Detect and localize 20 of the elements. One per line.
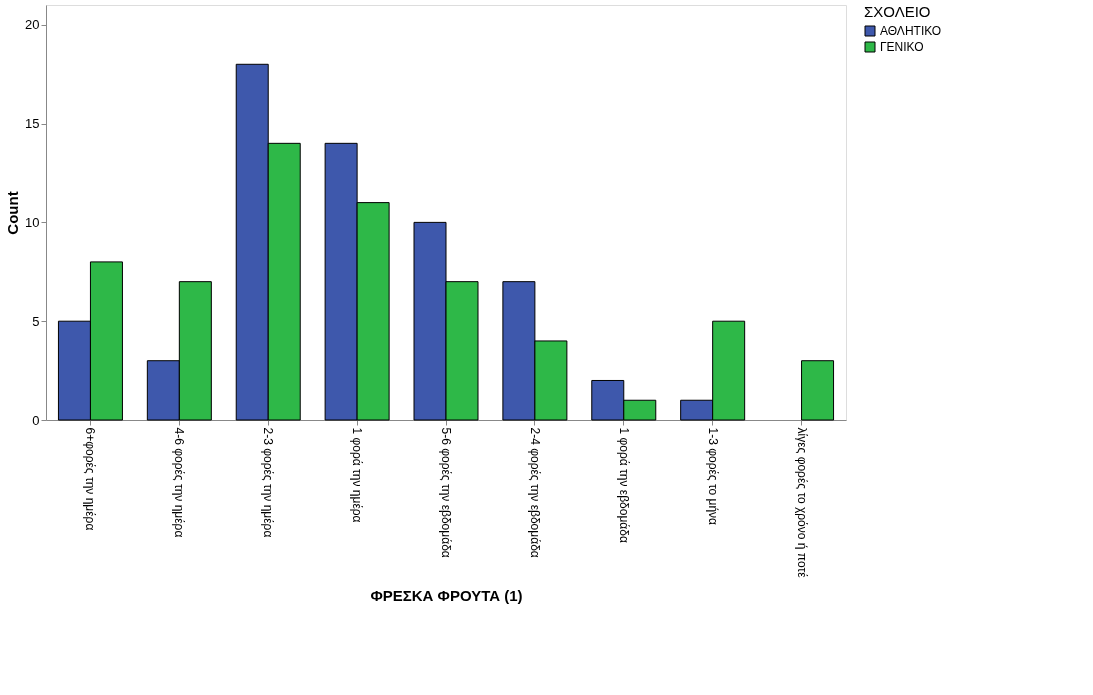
x-axis-title: ΦΡΕΣΚΑ ΦΡΟΥΤΑ (1) [370,587,523,605]
y-axis-title: Count [4,191,22,235]
legend-label: ΓΕΝΙΚΟ [880,40,924,54]
y-tick-label: 15 [25,116,40,132]
x-tick-label: λίγες φορές το χρόνο ή ποτέ [794,427,809,579]
x-tick-label: 4-6 φορές την ημέρα [172,427,187,538]
bar [801,360,835,421]
x-tick-label: 2-4 φορές την εβδομάδα [527,427,542,558]
y-tick-label: 0 [32,412,40,428]
legend-label: ΑΘΛΗΤΙΚΟ [880,24,942,38]
x-tick-label: 1 φορά την ημέρα [350,427,365,523]
x-tick-label: 5-6 φορές την εβδομάδα [439,427,453,558]
legend-title: ΣΧΟΛΕΙΟ [864,3,931,20]
x-tick-label: 1 φορά την εβδομάδα [616,427,631,543]
y-tick-label: 5 [32,313,40,329]
y-tick-label: 20 [25,17,40,33]
y-tick-label: 10 [25,214,40,230]
x-tick-label: 2-3 φορές την ημέρα [261,427,276,538]
x-tick-label: 1-3 φορές το μήνα [705,427,720,526]
x-tick-label: 6+φορές την ημέρα [83,427,98,531]
